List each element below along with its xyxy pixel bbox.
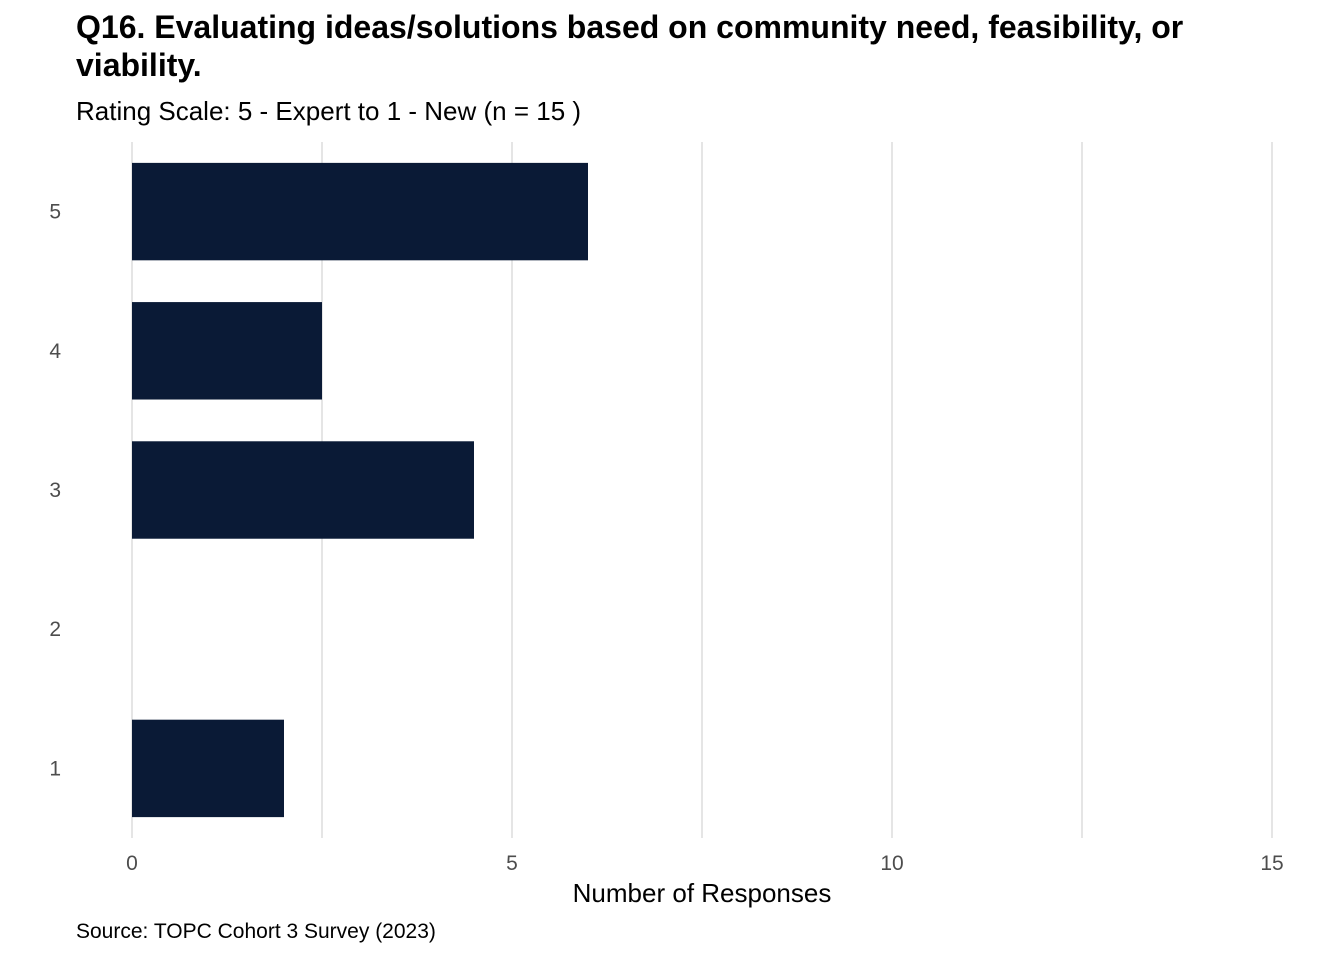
- x-tick-label: 15: [1260, 852, 1283, 875]
- chart-subtitle: Rating Scale: 5 - Expert to 1 - New (n =…: [76, 96, 582, 126]
- x-tick-label: 10: [880, 852, 903, 875]
- bar-rating-3: [132, 441, 474, 539]
- y-tick-labels: 5 4 3 2 1: [49, 201, 61, 781]
- chart-title: Q16. Evaluating ideas/solutions based on…: [76, 9, 1184, 83]
- x-tick-labels: 0 5 10 15: [126, 852, 1284, 875]
- y-tick-label: 1: [49, 757, 61, 780]
- x-tick-label: 5: [506, 852, 518, 875]
- x-tick-label: 0: [126, 852, 138, 875]
- chart-caption: Source: TOPC Cohort 3 Survey (2023): [76, 920, 436, 943]
- y-tick-label: 4: [49, 340, 61, 363]
- bar-rating-5: [132, 162, 588, 261]
- x-axis-title: Number of Responses: [573, 878, 832, 908]
- bar-rating-4: [132, 302, 322, 400]
- bar-rating-1: [132, 719, 284, 818]
- y-tick-label: 5: [49, 201, 61, 224]
- y-tick-label: 2: [49, 618, 61, 641]
- bars: [132, 162, 588, 818]
- y-tick-label: 3: [49, 479, 61, 502]
